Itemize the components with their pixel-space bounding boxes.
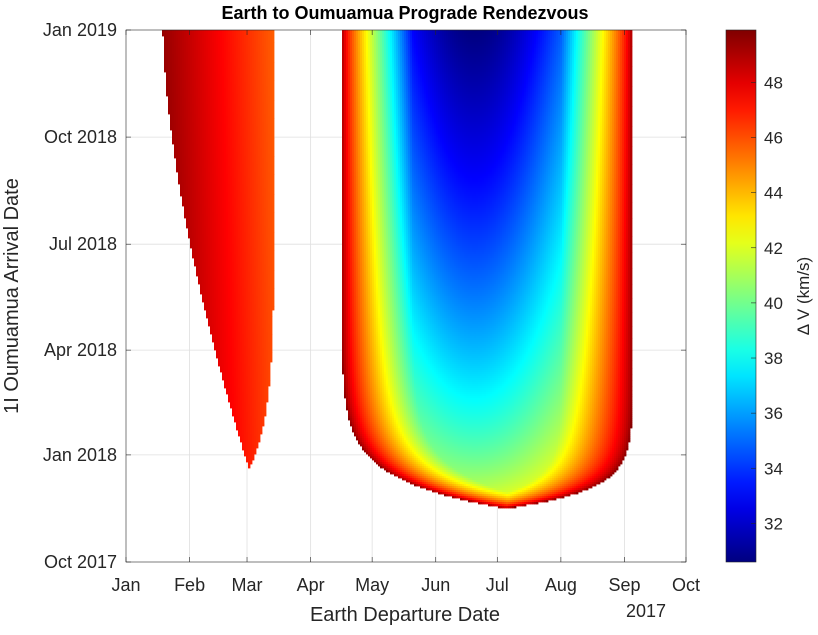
heatmap-cell	[272, 288, 274, 306]
heatmap-cell	[266, 388, 268, 402]
heatmap-cell	[272, 250, 274, 270]
heatmap-cell	[270, 334, 272, 352]
heatmap-cell	[272, 212, 274, 232]
heatmap-cell	[260, 432, 262, 434]
heatmap-cell	[268, 380, 270, 386]
heatmap-cell	[272, 194, 274, 212]
heatmap-cell	[272, 30, 274, 42]
heatmap-cell	[272, 306, 274, 310]
heatmap-cell	[272, 80, 274, 100]
heatmap-cell	[272, 156, 274, 174]
heatmap-cell	[272, 174, 274, 194]
heatmap-cell	[272, 118, 274, 138]
heatmap-cell	[268, 362, 270, 380]
heatmap-cell	[272, 232, 274, 250]
heatmap-cell	[272, 62, 274, 80]
heatmap-cell	[270, 352, 272, 362]
heatmap-cell	[272, 42, 274, 62]
heatmap-cell	[270, 316, 272, 334]
heatmap-cell	[272, 270, 274, 288]
heatmap-cell	[272, 100, 274, 118]
heatmap-cell	[258, 440, 260, 442]
heatmap-cell	[272, 138, 274, 156]
heatmap-cell	[262, 424, 264, 426]
